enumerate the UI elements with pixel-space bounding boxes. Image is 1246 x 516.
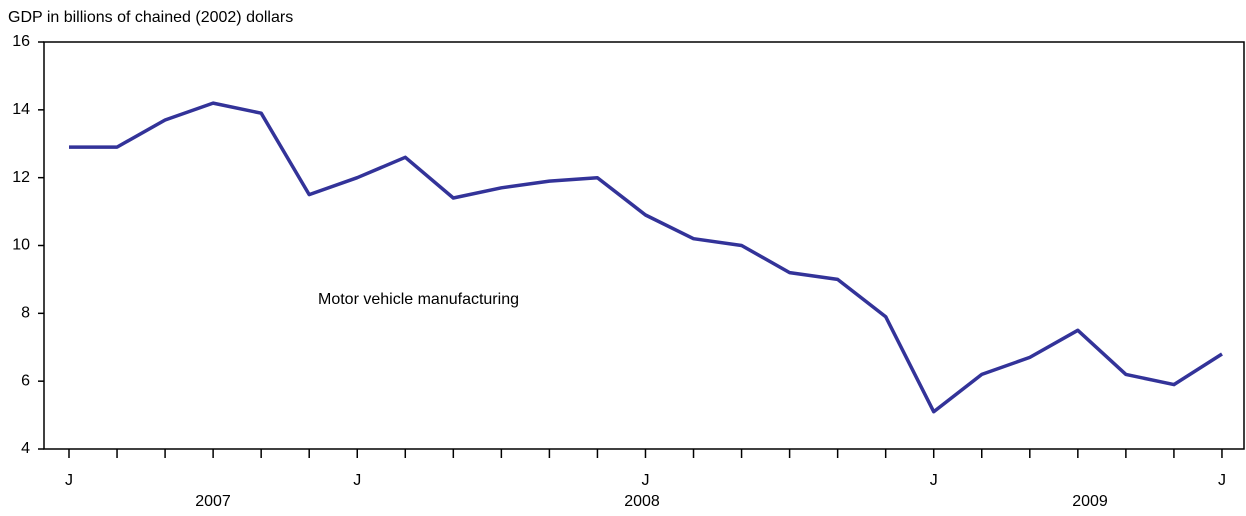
y-tick-label: 14 xyxy=(12,101,30,118)
chart-title: GDP in billions of chained (2002) dollar… xyxy=(8,9,293,26)
y-tick-label: 6 xyxy=(21,372,30,389)
x-tick-label: J xyxy=(930,472,938,489)
y-tick-label: 12 xyxy=(12,169,30,186)
year-label: 2007 xyxy=(195,493,231,510)
x-tick-label: J xyxy=(65,472,73,489)
y-tick-label: 10 xyxy=(12,237,30,254)
data-line xyxy=(69,101,1223,414)
annotation: Motor vehicle manufacturing xyxy=(318,291,519,308)
plot-frame xyxy=(43,41,1245,450)
y-tick-label: 16 xyxy=(12,33,30,50)
year-label: 2008 xyxy=(624,493,660,510)
year-label: 2009 xyxy=(1072,493,1108,510)
x-tick-label: J xyxy=(1218,472,1226,489)
x-tick-label: J xyxy=(641,472,649,489)
y-tick-label: 8 xyxy=(21,305,30,322)
y-tick-label: 4 xyxy=(21,440,30,457)
x-tick-label: J xyxy=(353,472,361,489)
